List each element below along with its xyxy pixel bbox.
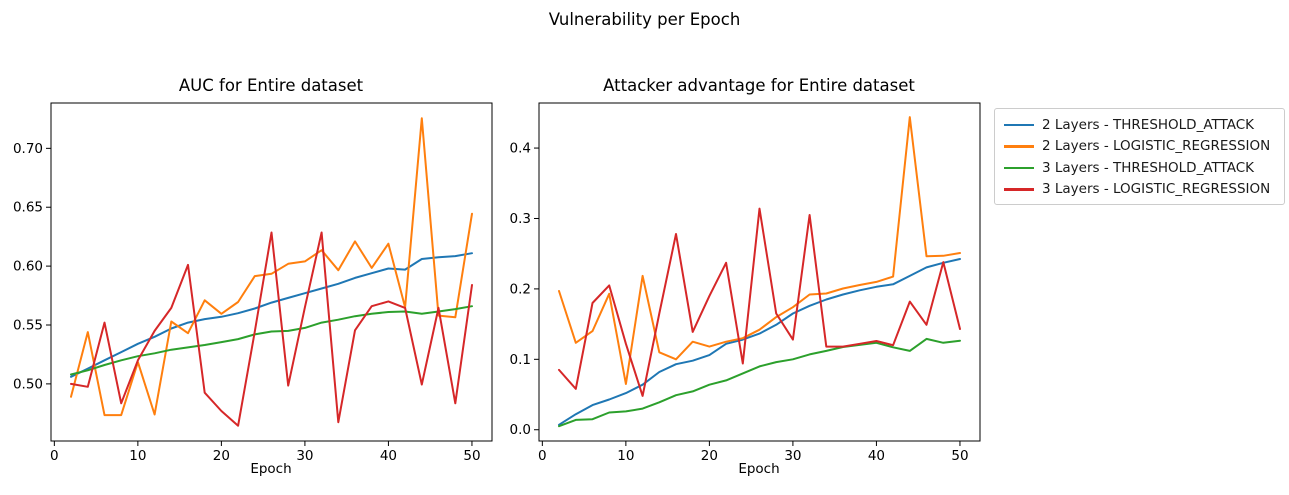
y-tick-label: 0.50: [13, 376, 43, 392]
x-tick-label: 40: [380, 448, 397, 464]
x-tick-label: 40: [868, 448, 885, 464]
line-3-layers-threshold-attack: [558, 337, 961, 428]
line-2-layers-threshold-attack: [70, 252, 473, 378]
x-tick-label: 20: [213, 448, 230, 464]
y-tick-label: 0.70: [13, 141, 43, 157]
figure-suptitle: Vulnerability per Epoch: [548, 10, 741, 29]
auc-chart-xlabel: Epoch: [250, 461, 292, 477]
x-tick-label: 50: [951, 448, 968, 464]
legend-line-swatch: [1004, 145, 1034, 148]
advantage-chart-xlabel: Epoch: [738, 461, 780, 477]
y-tick-label: 0.4: [510, 141, 531, 157]
x-tick-label: 30: [784, 448, 801, 464]
x-tick-label: 0: [50, 448, 59, 464]
legend-line-swatch: [1004, 123, 1034, 126]
line-3-layers-logistic-regression: [558, 207, 961, 397]
x-tick-label: 0: [538, 448, 547, 464]
y-tick-label: 0.55: [13, 317, 43, 333]
legend-label: 3 Layers - LOGISTIC_REGRESSION: [1042, 181, 1271, 198]
axes-box: [538, 102, 981, 442]
auc-for-entire-dataset-axes: 0 10 20 30 40 50 0.50 0.55 0.60 0.65 0.70: [13, 102, 493, 464]
x-tick-label: 10: [129, 448, 146, 464]
y-tick-label: 0.3: [510, 211, 531, 227]
line-2-layers-threshold-attack: [558, 258, 961, 426]
line-3-layers-logistic-regression: [70, 231, 473, 427]
y-tick-label: 0.65: [13, 200, 43, 216]
legend-item-2-layers-threshold-attack: 2 Layers - THRESHOLD_ATTACK: [995, 114, 1284, 136]
x-tick-label: 10: [617, 448, 634, 464]
x-tick-label: 50: [463, 448, 480, 464]
x-tick-label: 30: [296, 448, 313, 464]
attacker-advantage-for-entire-dataset-axes: 0 10 20 30 40 50 0.0 0.1 0.2 0.3 0.4: [510, 102, 981, 464]
legend-item-2-layers-logistic-regression: 2 Layers - LOGISTIC_REGRESSION: [995, 136, 1284, 158]
line-2-layers-logistic-regression: [558, 116, 961, 385]
legend-label: 2 Layers - LOGISTIC_REGRESSION: [1042, 138, 1271, 155]
legend-line-swatch: [1004, 166, 1034, 169]
legend: 2 Layers - THRESHOLD_ATTACK 2 Layers - LO…: [994, 108, 1285, 205]
auc-chart-title: AUC for Entire dataset: [178, 76, 364, 95]
x-tick-label: 20: [701, 448, 718, 464]
y-tick-label: 0.0: [510, 422, 531, 438]
legend-line-swatch: [1004, 188, 1034, 191]
y-tick-label: 0.1: [510, 352, 531, 368]
y-tick-label: 0.2: [510, 281, 531, 297]
y-tick-label: 0.60: [13, 259, 43, 275]
legend-label: 3 Layers - THRESHOLD_ATTACK: [1042, 159, 1254, 176]
legend-label: 2 Layers - THRESHOLD_ATTACK: [1042, 116, 1254, 133]
line-2-layers-logistic-regression: [70, 117, 473, 417]
legend-item-3-layers-logistic-regression: 3 Layers - LOGISTIC_REGRESSION: [995, 179, 1284, 201]
advantage-chart-title: Attacker advantage for Entire dataset: [603, 76, 915, 95]
axes-box: [50, 102, 493, 442]
legend-item-3-layers-threshold-attack: 3 Layers - THRESHOLD_ATTACK: [995, 157, 1284, 179]
